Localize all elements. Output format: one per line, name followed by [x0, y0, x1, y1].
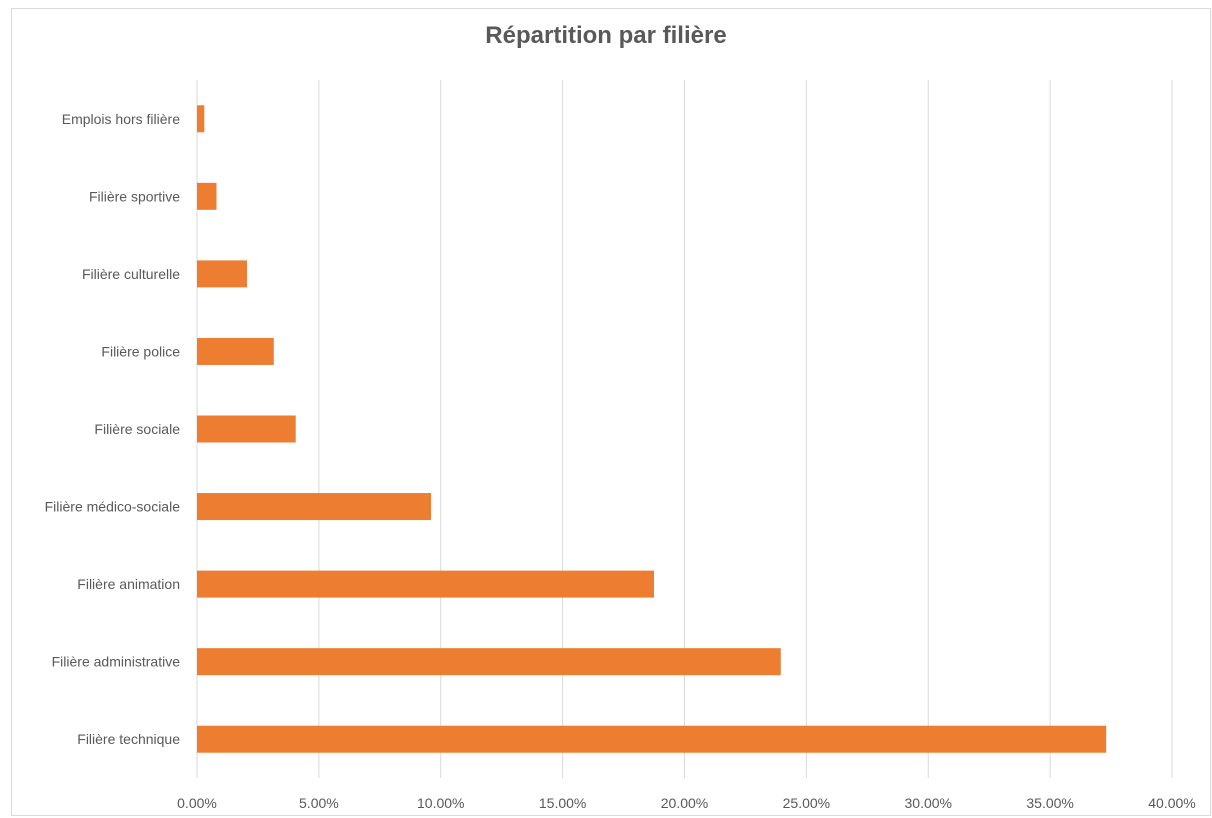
x-tick-label: 0.00% — [177, 795, 217, 811]
category-label: Filière médico-sociale — [45, 499, 181, 515]
category-label: Filière sociale — [94, 421, 180, 437]
category-label: Filière technique — [77, 731, 180, 747]
chart-title: Répartition par filière — [485, 22, 727, 49]
x-tick-label: 15.00% — [539, 795, 586, 811]
bar — [197, 493, 431, 521]
category-label: Filière administrative — [52, 654, 181, 670]
category-label: Filière animation — [77, 576, 180, 592]
x-tick-label: 30.00% — [905, 795, 952, 811]
category-label: Filière sportive — [89, 188, 180, 204]
x-tick-label: 10.00% — [417, 795, 464, 811]
bar — [197, 570, 655, 598]
chart-area — [11, 8, 1211, 816]
category-label: Emplois hors filière — [62, 111, 180, 127]
bar — [197, 648, 781, 676]
bar — [197, 105, 205, 133]
bar — [197, 415, 296, 443]
x-tick-label: 35.00% — [1026, 795, 1073, 811]
x-tick-label: 40.00% — [1148, 795, 1195, 811]
category-label: Filière police — [101, 343, 180, 359]
bar — [197, 260, 247, 288]
bar — [197, 182, 217, 210]
x-tick-label: 25.00% — [783, 795, 830, 811]
category-label: Filière culturelle — [82, 266, 180, 282]
x-tick-label: 5.00% — [299, 795, 339, 811]
x-tick-label: 20.00% — [661, 795, 708, 811]
bar — [197, 337, 274, 365]
bar — [197, 725, 1107, 753]
